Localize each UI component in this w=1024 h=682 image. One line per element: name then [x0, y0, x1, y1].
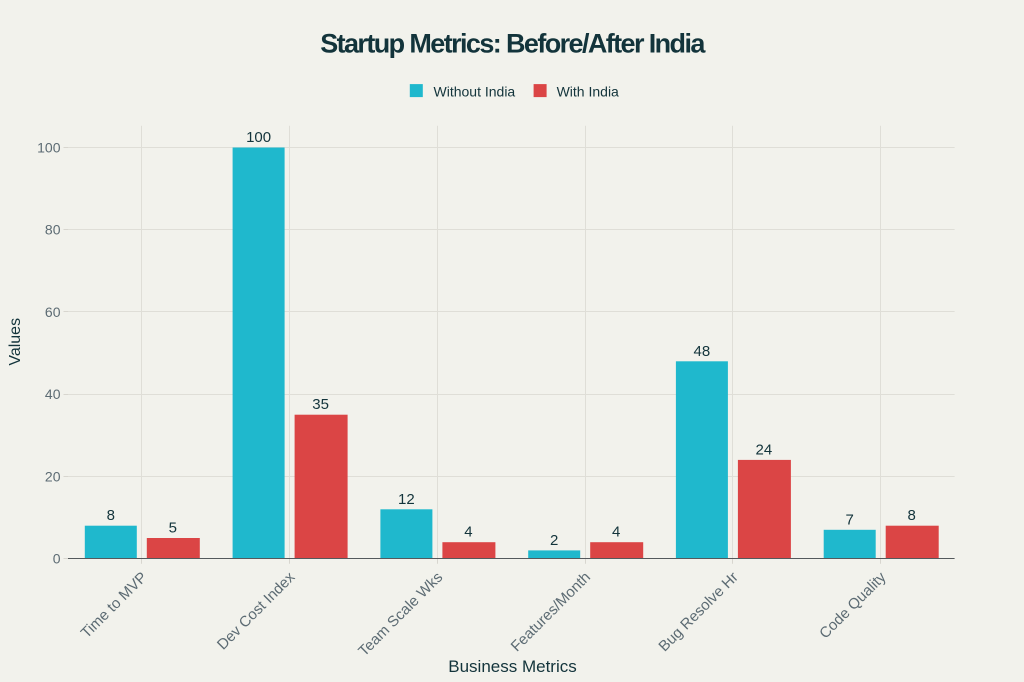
svg-text:5: 5	[169, 520, 177, 537]
svg-text:Without India: Without India	[434, 84, 516, 100]
svg-text:24: 24	[756, 441, 773, 458]
svg-text:35: 35	[312, 396, 329, 413]
svg-text:With India: With India	[557, 84, 619, 100]
svg-text:8: 8	[107, 507, 115, 524]
svg-text:0: 0	[53, 551, 61, 567]
svg-text:12: 12	[398, 491, 415, 508]
svg-text:Business Metrics: Business Metrics	[448, 657, 576, 676]
svg-text:4: 4	[464, 524, 472, 541]
svg-text:8: 8	[908, 507, 916, 524]
svg-text:60: 60	[45, 304, 61, 320]
svg-text:100: 100	[246, 129, 271, 146]
svg-text:Values: Values	[7, 318, 24, 366]
svg-text:Startup Metrics: Before/After: Startup Metrics: Before/After India	[320, 29, 706, 59]
svg-text:40: 40	[45, 386, 61, 402]
svg-text:80: 80	[45, 222, 61, 238]
svg-text:7: 7	[846, 511, 854, 528]
svg-text:20: 20	[45, 468, 61, 484]
svg-text:100: 100	[37, 140, 61, 156]
svg-text:48: 48	[694, 343, 711, 360]
svg-text:2: 2	[550, 532, 558, 549]
svg-text:4: 4	[612, 524, 620, 541]
